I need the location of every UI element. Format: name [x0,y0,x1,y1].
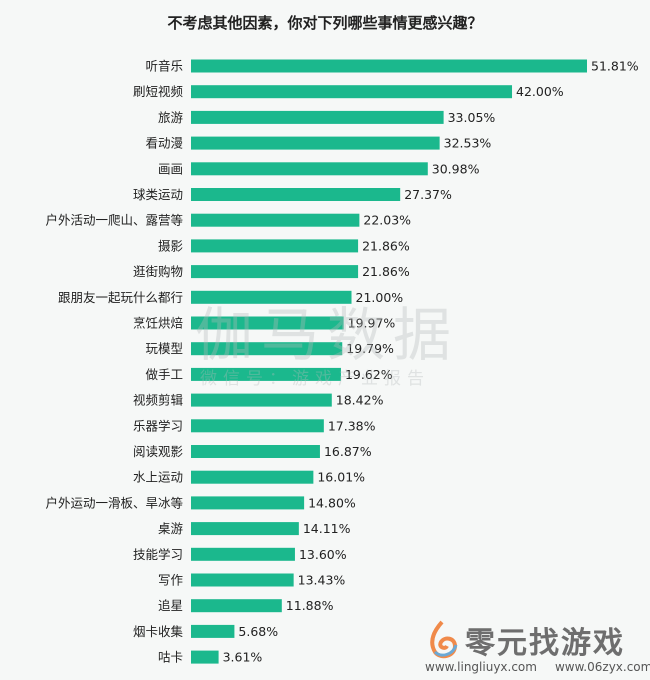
logo-url-1: www.lingliuyx.com [425,660,537,674]
logo-urls: www.lingliuyx.com www.06zyx.com [425,660,650,674]
bar [191,136,440,150]
value-label: 21.86% [362,264,410,279]
bar [191,522,299,536]
bar [191,367,341,381]
value-label: 19.79% [346,341,394,356]
bar [191,213,360,227]
value-label: 21.00% [356,290,404,305]
bar [191,162,428,176]
swirl-logo-icon [430,620,458,659]
value-label: 14.80% [308,495,356,510]
category-label: 逛街购物 [133,264,183,279]
category-label: 桌游 [158,521,184,536]
value-label: 19.62% [345,367,393,382]
category-label: 烟卡收集 [133,624,184,639]
value-label: 32.53% [444,136,492,151]
value-label: 16.87% [324,444,372,459]
category-label: 追星 [158,598,183,613]
chart-title: 不考虑其他因素，你对下列哪些事情更感兴趣？ [167,14,483,32]
category-label: 看动漫 [145,136,183,151]
bar [191,445,320,458]
value-label: 13.43% [298,573,346,588]
category-label: 户外运动一滑板、旱冰等 [45,495,183,510]
bar [191,110,444,124]
value-label: 17.38% [328,418,376,433]
bar [191,239,359,253]
category-label: 画画 [158,161,183,176]
bar [191,650,219,664]
category-label: 旅游 [158,110,184,125]
value-label: 3.61% [223,650,263,665]
bar [191,290,352,304]
site-logo: 零元找游戏 www.lingliuyx.com www.06zyx.com [425,618,650,678]
category-label: 乐器学习 [133,418,183,433]
value-label: 18.42% [336,393,384,408]
logo-name: 零元找游戏 [465,626,625,661]
bar [191,599,282,613]
logo-url-2: www.06zyx.com [554,660,650,674]
bar [191,547,295,561]
category-label: 写作 [158,573,184,588]
value-label: 16.01% [317,470,365,485]
bar [191,393,332,407]
category-label: 做手工 [145,367,183,382]
value-label: 42.00% [516,84,564,99]
bar [191,316,344,330]
value-label: 13.60% [299,547,347,562]
value-label: 51.81% [591,59,639,74]
value-label: 19.97% [348,316,396,331]
bar [191,419,324,433]
category-label: 水上运动 [133,470,183,485]
bar [191,496,305,510]
value-label: 14.11% [303,521,351,536]
value-label: 21.86% [362,238,410,253]
value-label: 33.05% [448,110,496,125]
bar [191,342,343,356]
category-label: 玩模型 [145,341,183,356]
value-label: 27.37% [404,187,452,202]
bar [191,624,235,638]
bar [191,59,587,73]
category-label: 跟朋友一起玩什么都行 [58,290,183,305]
value-label: 11.88% [286,598,334,613]
category-label: 技能学习 [133,547,183,562]
bar [191,265,359,279]
bar [191,470,314,484]
category-label: 摄影 [158,238,184,253]
bar [191,573,294,587]
category-label: 刷短视频 [133,84,184,99]
category-label: 烹饪烘焙 [133,316,183,331]
bar [191,188,401,201]
bar [191,85,513,99]
category-label: 视频剪辑 [133,393,183,408]
category-label: 户外活动一爬山、露营等 [45,213,183,228]
value-label: 30.98% [432,161,480,176]
value-label: 5.68% [238,624,278,639]
category-label: 咕卡 [158,650,183,665]
category-label: 听音乐 [145,59,183,74]
value-label: 22.03% [363,213,411,228]
category-label: 球类运动 [133,187,183,202]
category-label: 阅读观影 [133,444,184,459]
